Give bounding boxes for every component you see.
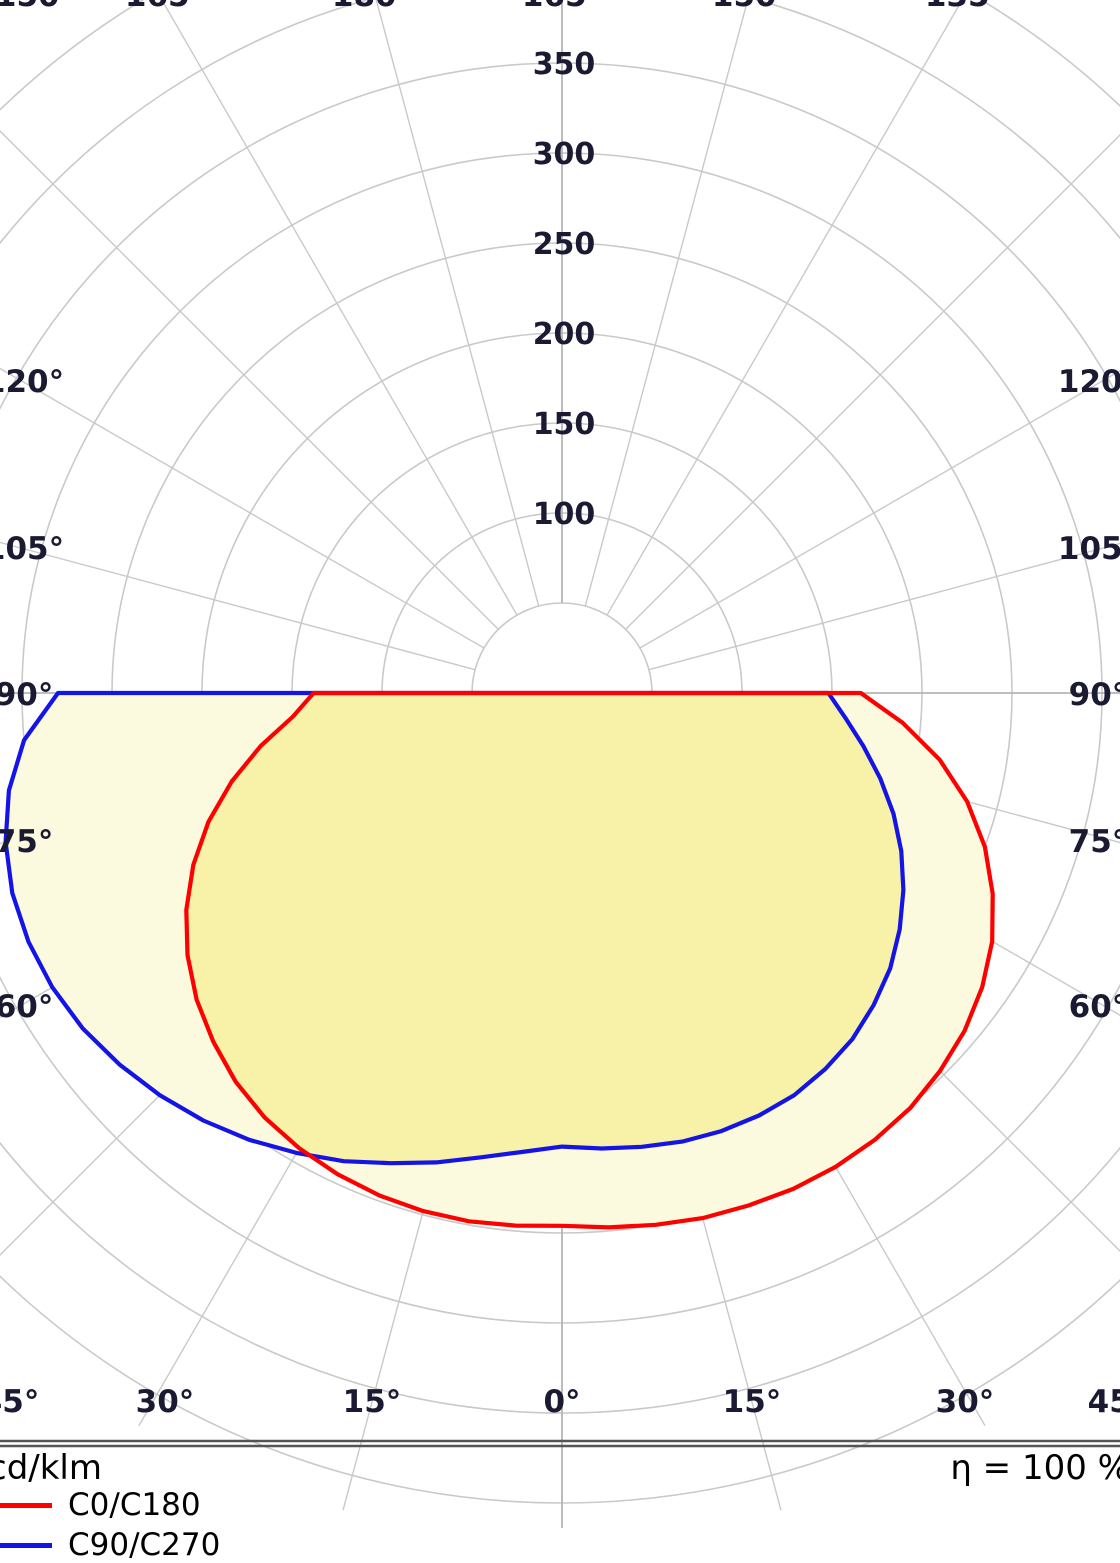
left-angle-4: 60°: [0, 989, 53, 1025]
spoke-195: [375, 0, 540, 607]
bottom-angle-6: 45°: [1088, 1384, 1120, 1420]
radial-tick-200: 200: [533, 317, 596, 352]
spoke-165: [584, 0, 749, 607]
spoke-135: [625, 134, 1120, 630]
spoke-210: [161, 0, 518, 616]
spoke-255: [0, 541, 476, 671]
curve-c0-c180: [184, 690, 995, 1230]
legend-swatch-c90-c270: [0, 1542, 52, 1548]
right-angle-3: 75°: [1069, 824, 1120, 860]
spoke-240: [0, 367, 485, 649]
angle-tick-labels: 45° 30° 15° 0° 15° 30° 45° 120° 105° 90° 75° 60° 120…: [0, 0, 1120, 1420]
left-angle-1: 105°: [0, 531, 64, 567]
radial-tick-150: 150: [533, 407, 596, 442]
radial-tick-250: 250: [533, 227, 596, 262]
radial-tick-350: 350: [533, 47, 596, 82]
top-angle-4: 150°: [712, 0, 792, 14]
bottom-angle-4: 15°: [723, 1384, 782, 1420]
radial-tick-300: 300: [533, 137, 596, 172]
polar-plot-svg: 100 150 200 250 300 350 45° 30° 15° 0° 15° 30° 45° 1…: [0, 0, 1120, 1528]
top-angle-3: 165°: [522, 0, 602, 14]
spoke-120: [639, 370, 1120, 649]
legend-item-c0-c180[interactable]: C0/C180: [0, 1487, 201, 1523]
right-angle-4: 60°: [1069, 989, 1120, 1025]
spoke-225: [0, 130, 499, 630]
legend-label-c0-c180: C0/C180: [68, 1487, 201, 1523]
right-angle-1: 105°: [1058, 531, 1120, 567]
left-angle-3: 75°: [0, 824, 53, 860]
bottom-angle-5: 30°: [936, 1384, 995, 1420]
spoke-105: [648, 542, 1120, 671]
radial-tick-labels: 100 150 200 250 300 350: [533, 47, 596, 532]
top-angle-2: 180°: [332, 0, 412, 14]
top-angle-0: 150°: [0, 0, 75, 14]
distribution-curves: [3, 690, 995, 1230]
efficiency-label: η = 100 %: [950, 1448, 1120, 1488]
units-label: cd/klm: [0, 1448, 102, 1488]
legend-item-c90-c270[interactable]: C90/C270: [0, 1527, 220, 1563]
top-angle-1: 165°: [125, 0, 205, 14]
bottom-angle-3: 0°: [543, 1384, 580, 1420]
top-angle-5: 135°: [925, 0, 1005, 14]
legend-label-c90-c270: C90/C270: [68, 1527, 221, 1563]
bottom-angle-0: 45°: [0, 1384, 39, 1420]
fill-overlap: [186, 693, 904, 1164]
left-angle-2: 90°: [0, 677, 53, 713]
legend-swatch-c0-c180: [0, 1502, 52, 1508]
left-angle-0: 120°: [0, 364, 64, 400]
distribution-fills: [5, 693, 993, 1228]
bottom-angle-1: 30°: [136, 1384, 195, 1420]
right-angle-2: 90°: [1069, 677, 1120, 713]
bottom-angle-2: 15°: [343, 1384, 402, 1420]
right-angle-0: 120°: [1058, 364, 1120, 400]
radial-tick-100: 100: [533, 497, 596, 532]
spoke-150: [606, 0, 963, 616]
